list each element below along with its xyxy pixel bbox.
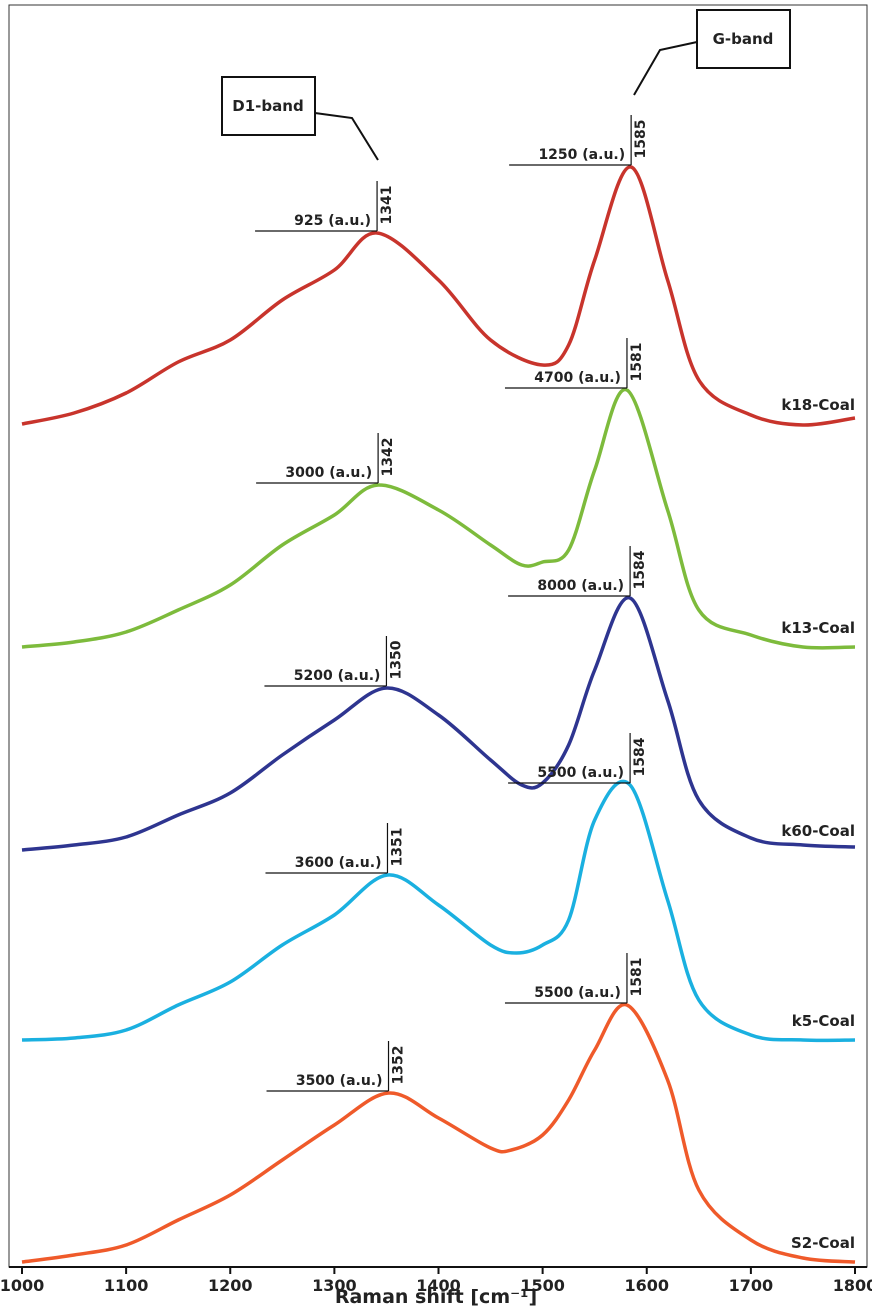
peak-position-label: 1352 (391, 1046, 407, 1085)
spectrum-line (21, 1002, 856, 1264)
peak-intensity-label: 5500 (a.u.) (534, 985, 621, 1001)
callout-label: G-band (713, 30, 774, 48)
x-tick-label: 1500 (520, 1276, 565, 1295)
peak-intensity-label: 4700 (a.u.) (534, 370, 621, 386)
spectrum-line (21, 388, 856, 650)
peak-position-label: 1351 (389, 828, 405, 867)
x-tick-label: 1200 (208, 1276, 253, 1295)
peak-position-label: 1585 (633, 120, 649, 159)
peak-intensity-label: 3500 (a.u.) (296, 1073, 383, 1089)
series: k18-Coal 925 (a.u.) 1341 1250 (a.u.) 1585 (21, 115, 856, 427)
callout-box (221, 76, 316, 136)
peak-position-label: 1584 (632, 550, 648, 589)
spectrum-line (21, 779, 856, 1043)
frame (8, 4, 868, 1268)
peak-position-label: 1581 (629, 958, 645, 997)
peak-intensity-label: 5200 (a.u.) (294, 668, 381, 684)
peak-position-label: 1581 (629, 343, 645, 382)
x-tick-label: 1800 (833, 1276, 872, 1295)
peak-intensity-label: 8000 (a.u.) (537, 578, 624, 594)
peak-position-label: 1341 (379, 186, 395, 225)
leader-line (314, 112, 379, 161)
series: S2-Coal 3500 (a.u.) 1352 5500 (a.u.) 1581 (21, 953, 856, 1264)
series: k13-Coal 3000 (a.u.) 1342 4700 (a.u.) 1581 (21, 338, 856, 650)
x-axis-title: Raman shift [cm⁻¹] (335, 1286, 537, 1308)
callout-label: D1-band (232, 97, 303, 115)
d1-band-callout: D1-band (221, 76, 379, 161)
peak-position-label: 1342 (380, 438, 396, 477)
g-band-callout: G-band (633, 9, 791, 96)
x-tick-label: 1600 (624, 1276, 669, 1295)
peak-intensity-label: 3000 (a.u.) (285, 465, 372, 481)
x-tick-label: 1300 (312, 1276, 357, 1295)
spectrum-line (21, 596, 856, 852)
series-label: k13-Coal (781, 619, 855, 637)
series-label: k18-Coal (781, 396, 855, 414)
series-label: k60-Coal (781, 822, 855, 840)
x-tick-label: 1400 (416, 1276, 461, 1295)
x-tick-label: 1100 (104, 1276, 149, 1295)
peak-position-label: 1350 (388, 640, 404, 679)
series: k5-Coal 3600 (a.u.) 1351 5500 (a.u.) 1584 (21, 733, 856, 1043)
series-label: S2-Coal (791, 1234, 855, 1252)
series-label: k5-Coal (792, 1012, 855, 1030)
callout-box (696, 9, 791, 69)
leader-line (633, 41, 698, 96)
peak-position-label: 1584 (632, 737, 648, 776)
peak-intensity-label: 925 (a.u.) (294, 213, 371, 229)
series: k60-Coal 5200 (a.u.) 1350 8000 (a.u.) 1584 (21, 546, 856, 852)
x-tick-label: 1000 (0, 1276, 44, 1295)
peak-intensity-label: 1250 (a.u.) (538, 147, 625, 163)
peak-intensity-label: 5500 (a.u.) (537, 765, 624, 781)
spectrum-line (21, 165, 856, 427)
peak-intensity-label: 3600 (a.u.) (295, 855, 382, 871)
x-tick-label: 1700 (729, 1276, 774, 1295)
